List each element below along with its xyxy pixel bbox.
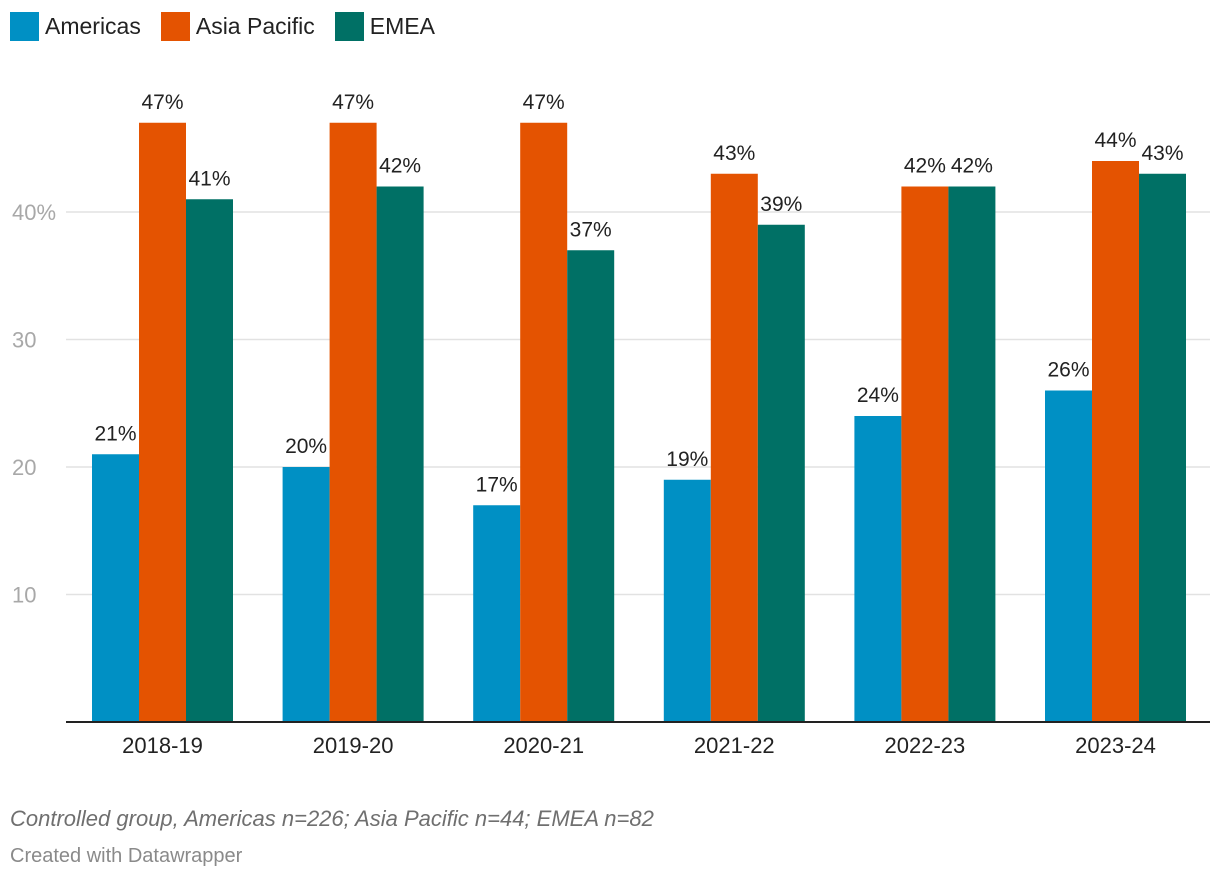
bar xyxy=(376,186,424,722)
chart-credit: Created with Datawrapper xyxy=(10,845,243,867)
data-label: 39% xyxy=(760,193,802,216)
data-label: 17% xyxy=(476,473,518,496)
legend-label-americas: Americas xyxy=(45,12,141,39)
data-label: 24% xyxy=(857,384,899,407)
data-label: 41% xyxy=(188,167,230,190)
legend-label-asia-pacific: Asia Pacific xyxy=(195,12,315,39)
legend-item-emea: EMEA xyxy=(334,11,435,41)
chart-footnote: Controlled group, Americas n=226; Asia P… xyxy=(10,806,654,831)
data-label: 20% xyxy=(285,435,327,458)
legend-item-asia-pacific: Asia Pacific xyxy=(160,11,315,41)
data-label: 37% xyxy=(570,218,612,241)
data-label: 47% xyxy=(523,91,565,114)
data-label: 42% xyxy=(904,155,946,178)
x-tick-label: 2021-22 xyxy=(694,733,775,758)
x-tick-label: 2019-20 xyxy=(313,733,394,758)
y-tick-label: 30 xyxy=(12,328,36,353)
x-tick-label: 2020-21 xyxy=(503,733,584,758)
bar xyxy=(520,122,568,722)
bar xyxy=(1045,390,1092,722)
data-label: 47% xyxy=(332,91,374,114)
legend-swatch-asia-pacific xyxy=(160,11,190,41)
data-label: 47% xyxy=(141,91,183,114)
bar xyxy=(948,186,996,722)
bar xyxy=(282,467,330,722)
bar xyxy=(663,479,711,722)
data-label: 43% xyxy=(1141,142,1183,165)
bar xyxy=(1139,173,1186,722)
data-label: 43% xyxy=(713,142,755,165)
bar xyxy=(92,454,139,722)
y-tick-label: 10 xyxy=(12,583,36,608)
bar xyxy=(710,173,758,722)
data-label: 42% xyxy=(379,155,421,178)
bar xyxy=(1092,161,1139,722)
data-label: 42% xyxy=(951,155,993,178)
bar xyxy=(473,505,521,722)
bar xyxy=(901,186,949,722)
data-label: 19% xyxy=(666,448,708,471)
bar xyxy=(854,416,902,722)
bar xyxy=(139,122,186,722)
bar xyxy=(329,122,377,722)
legend-swatch-americas xyxy=(10,11,39,41)
bar xyxy=(186,199,233,722)
bar xyxy=(567,250,615,722)
y-tick-label: 20 xyxy=(12,455,36,480)
x-tick-label: 2023-24 xyxy=(1075,733,1156,758)
legend-item-americas: Americas xyxy=(10,11,141,41)
legend-label-emea: EMEA xyxy=(369,12,435,39)
data-label: 21% xyxy=(94,422,136,445)
legend-swatch-emea xyxy=(334,11,364,41)
y-tick-label: 40% xyxy=(12,200,56,225)
chart-legend: Americas Asia Pacific EMEA xyxy=(10,10,455,42)
x-tick-label: 2018-19 xyxy=(122,733,203,758)
x-tick-label: 2022-23 xyxy=(885,733,966,758)
data-label: 44% xyxy=(1094,129,1136,152)
bar xyxy=(757,224,805,722)
data-label: 26% xyxy=(1047,359,1089,382)
